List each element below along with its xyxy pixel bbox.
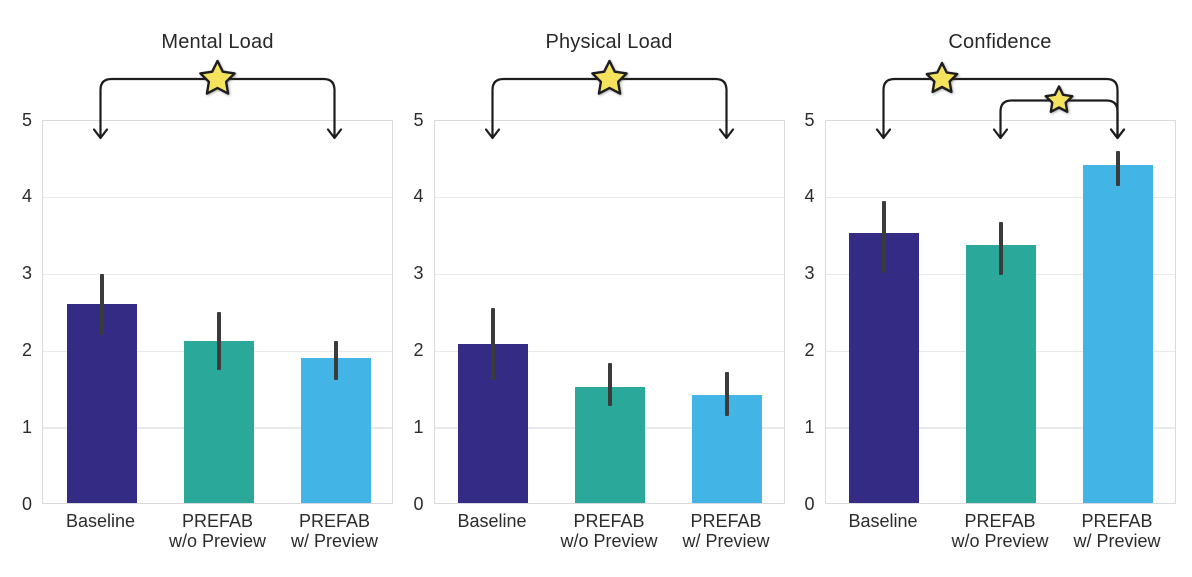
y-tick-label: 4 [804,186,815,207]
x-tick-label: PREFAB w/ Preview [1073,511,1161,551]
y-axis: 0 1 2 3 4 5 [779,0,815,577]
x-tick-label: PREFAB w/o Preview [168,511,267,551]
x-tick-label: Baseline [457,511,527,531]
y-tick-label: 5 [413,109,424,130]
x-tick-label: Baseline [65,511,136,531]
error-bar [333,341,338,380]
gridline [825,196,1175,199]
gridline [434,350,784,352]
y-tick-label: 1 [804,417,815,438]
error-bar [882,200,886,273]
y-tick-label: 3 [804,263,815,284]
x-tick-label: PREFAB w/ Preview [682,511,770,551]
x-axis: Baseline PREFAB w/o Preview PREFAB w/ Prev… [42,0,393,577]
x-tick-label: Baseline [848,511,918,531]
y-tick-label: 4 [413,186,424,207]
y-tick-label: 5 [804,109,815,130]
y-axis: 0 1 2 3 4 5 [0,0,32,577]
error-bar [1116,151,1120,186]
bar-baseline [66,303,137,503]
y-tick-label: 3 [21,263,32,284]
y-tick-label: 0 [21,494,32,514]
bar-prefab-w-preview [300,358,371,503]
bar-prefab-w-o-preview [966,245,1036,503]
x-tick-label: PREFAB w/o Preview [951,511,1049,551]
chart-title: Mental Load [161,31,274,53]
plot-area [42,119,393,504]
y-tick-label: 2 [21,340,32,361]
x-tick-label: PREFAB w/ Preview [290,511,379,551]
error-bar [608,362,612,407]
y-tick-label: 5 [21,109,32,130]
y-tick-label: 3 [413,263,424,284]
y-tick-label: 1 [413,417,424,438]
gridline [43,196,392,199]
error-bar [725,372,729,416]
bar-prefab-w-preview [1083,164,1153,503]
y-axis: 0 1 2 3 4 5 [388,0,424,577]
chart-physical-load: Physical Load 0 1 2 3 4 5 Baseline PREFAB w/o … [413,0,785,577]
error-bar [491,308,495,380]
chart-confidence: Confidence 0 1 2 3 4 5 Baseline PREFAB w/o Pre… [804,0,1176,577]
bar-baseline [849,233,919,503]
y-tick-label: 4 [21,186,32,207]
plot-area [433,119,785,504]
chart-title: Physical Load [545,31,673,53]
gridline [434,196,784,199]
error-bar [216,312,221,370]
y-tick-label: 0 [804,494,815,514]
y-tick-label: 2 [804,340,815,361]
error-bar [999,222,1003,276]
error-bar [99,274,104,336]
bar-prefab-w-o-preview [575,386,645,503]
y-tick-label: 0 [413,494,424,514]
x-tick-label: PREFAB w/o Preview [560,511,658,551]
plot-area [824,119,1176,504]
y-tick-label: 1 [21,417,32,438]
x-axis: Baseline PREFAB w/o Preview PREFAB w/ Prev… [434,0,785,577]
gridline [43,273,392,275]
y-tick-label: 2 [413,340,424,361]
chart-title: Confidence [948,31,1052,53]
chart-mental-load: Mental Load 0 1 2 3 4 5 Baseline PREFAB w/o Pr… [22,0,393,577]
gridline [434,273,784,275]
x-axis: Baseline PREFAB w/o Preview PREFAB w/ Prev… [825,0,1176,577]
